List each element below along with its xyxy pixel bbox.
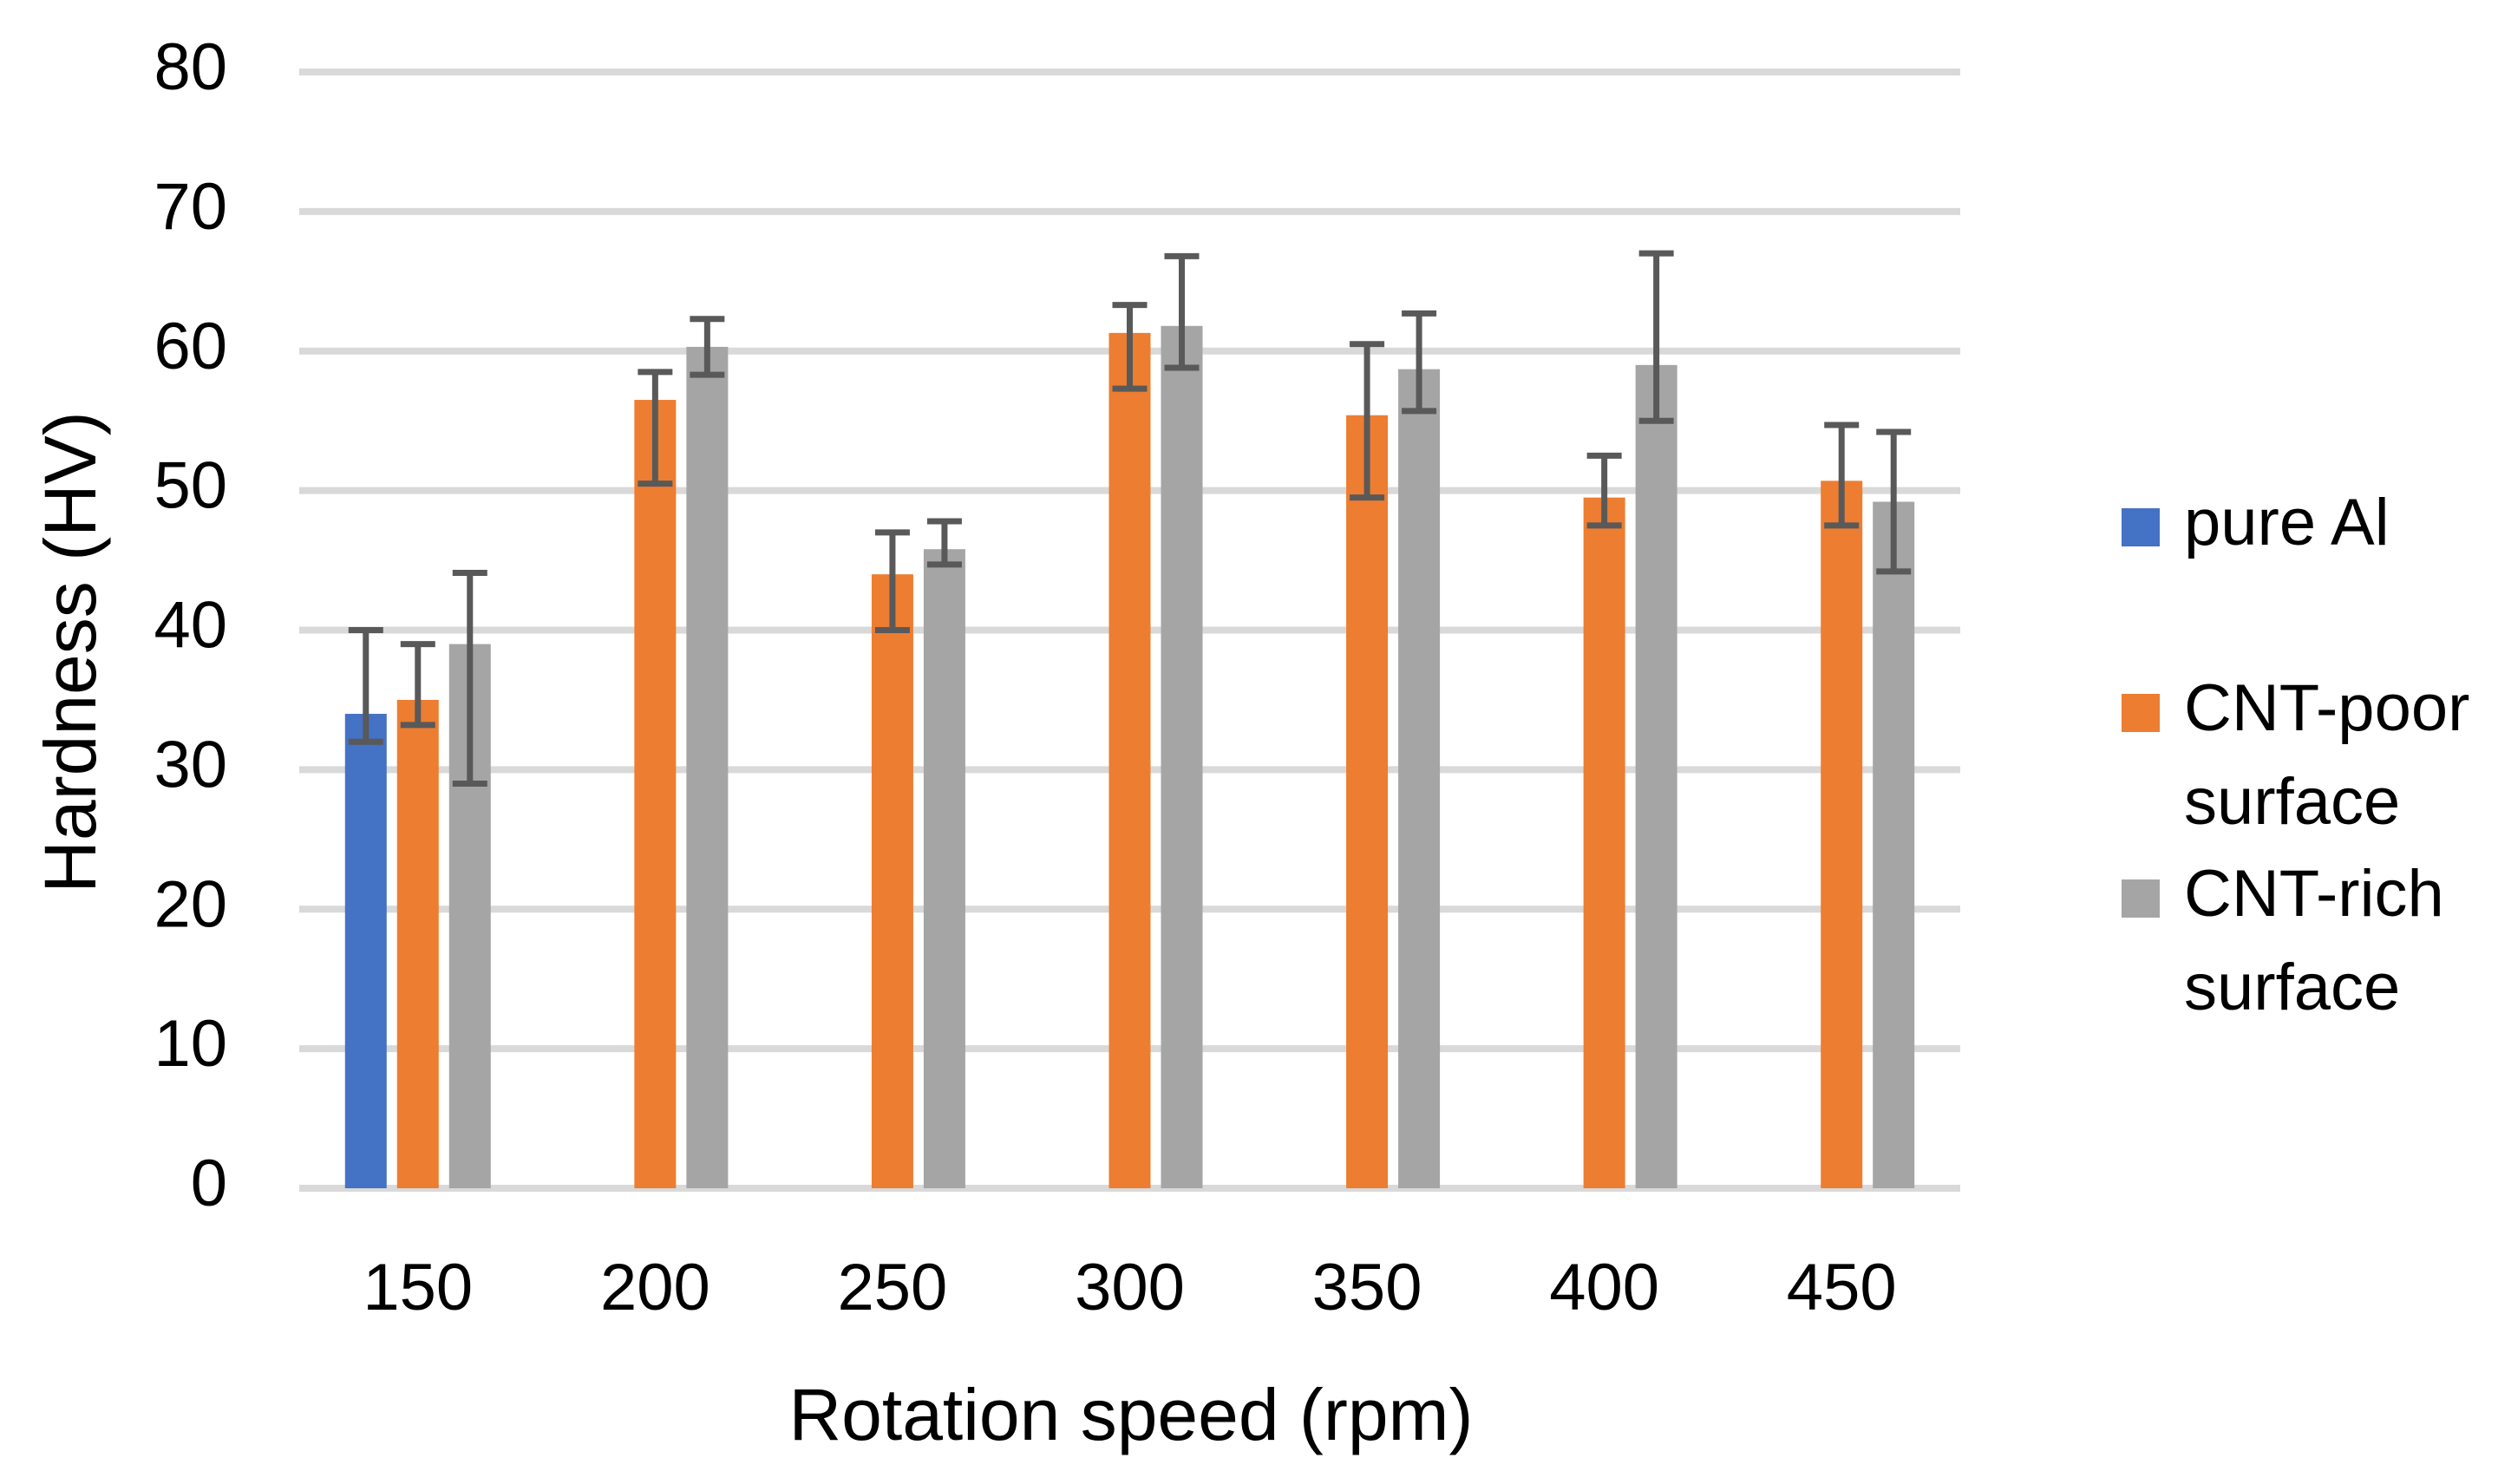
y-tick-label: 40 [154,589,227,663]
y-tick-label: 30 [154,728,227,801]
y-axis-ticks: 0 10 20 30 40 50 60 70 80 [154,30,227,1220]
x-axis-title: Rotation speed (rpm) [788,1374,1473,1455]
bar-cnt-poor-surface-150 [396,699,439,1188]
y-tick-label: 20 [154,867,227,941]
bar-cnt-poor-surface-350 [1346,415,1389,1188]
error-bar-pure-al-150 [348,627,383,745]
bar-cnt-rich-surface-200 [686,346,729,1189]
legend-item-pure-al: pure Al [2122,486,2390,559]
x-tick-label: 250 [838,1251,948,1324]
legend-label: pure Al [2184,486,2390,559]
legend-label: CNT-rich surface [2184,857,2444,1024]
y-tick-label: 60 [154,310,227,383]
error-bars-group [348,250,1912,787]
y-tick-label: 10 [154,1007,227,1081]
bar-pure-al-150 [344,714,387,1188]
x-axis-ticks: 150 200 250 300 350 400 450 [363,1251,1896,1324]
error-bar-cnt-poor-surface-350 [1350,341,1385,501]
x-tick-label: 200 [600,1251,710,1324]
bar-cnt-poor-surface-250 [871,574,913,1188]
x-tick-label: 400 [1549,1251,1659,1324]
error-bar-cnt-poor-surface-150 [400,641,435,729]
legend-swatch [2122,879,2160,918]
bar-cnt-poor-surface-400 [1583,497,1625,1188]
error-bar-cnt-poor-surface-450 [1824,422,1860,529]
y-tick-label: 0 [191,1147,227,1220]
error-bar-cnt-rich-surface-300 [1164,252,1200,371]
x-tick-label: 350 [1312,1251,1422,1324]
bar-cnt-rich-surface-300 [1161,325,1203,1189]
bars-group [344,325,1915,1189]
error-bar-cnt-poor-surface-250 [874,529,910,633]
error-bar-cnt-rich-surface-400 [1638,250,1674,424]
bar-cnt-rich-surface-250 [923,549,965,1188]
bar-cnt-poor-surface-200 [634,400,677,1188]
error-bar-cnt-poor-surface-400 [1586,452,1622,529]
y-tick-label: 70 [154,170,227,244]
error-bar-cnt-poor-surface-300 [1112,302,1148,392]
bar-cnt-rich-surface-350 [1398,369,1441,1188]
legend-swatch [2122,508,2160,546]
legend-item-cnt-rich-surface: CNT-rich surface [2122,857,2444,1024]
y-tick-label: 50 [154,449,227,523]
bar-cnt-poor-surface-450 [1821,481,1863,1188]
y-axis-title: Hardness (HV) [29,411,111,892]
legend-item-cnt-poor-surface: CNT-poor surface [2122,671,2469,839]
bar-cnt-poor-surface-300 [1108,332,1151,1188]
legend-swatch [2122,694,2160,732]
x-tick-label: 300 [1075,1251,1185,1324]
bar-cnt-rich-surface-450 [1873,501,1915,1188]
legend-label: CNT-poor surface [2184,671,2469,839]
error-bar-cnt-rich-surface-450 [1876,428,1912,575]
error-bar-cnt-rich-surface-350 [1402,310,1437,415]
x-tick-label: 450 [1787,1251,1897,1324]
error-bar-cnt-rich-surface-250 [926,518,962,568]
y-tick-label: 80 [154,30,227,104]
legend: pure Al CNT-poor surface CNT-rich surface [2122,486,2469,1024]
error-bar-cnt-rich-surface-150 [452,570,487,787]
bar-cnt-rich-surface-400 [1635,364,1677,1188]
error-bar-cnt-rich-surface-200 [690,316,725,378]
error-bar-cnt-poor-surface-200 [638,369,673,487]
x-tick-label: 150 [363,1251,473,1324]
